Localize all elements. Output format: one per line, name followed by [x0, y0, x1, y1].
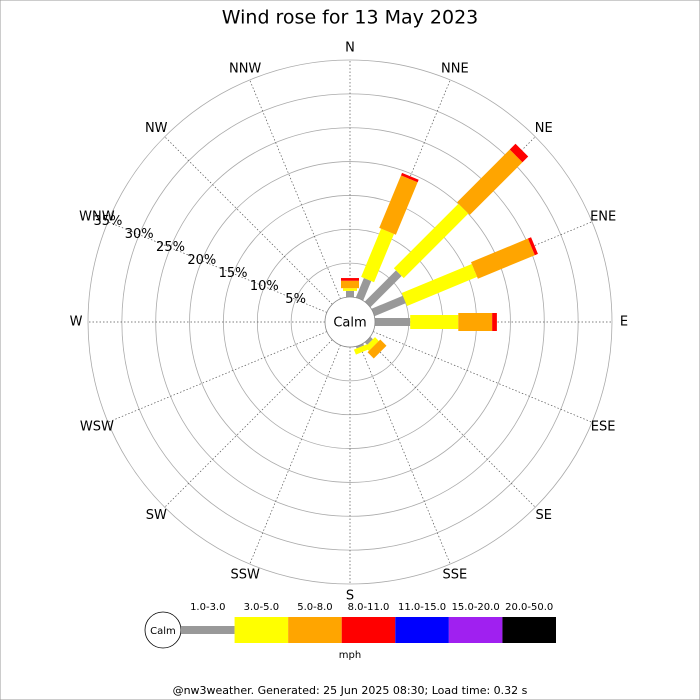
legend-label: 8.0-11.0 [348, 602, 390, 613]
direction-label: SW [146, 508, 167, 523]
bar-segment [355, 277, 372, 301]
bar-segment [341, 280, 359, 289]
legend-label: 3.0-5.0 [244, 602, 279, 613]
legend-swatch [341, 617, 396, 643]
calm-label: Calm [333, 316, 366, 331]
direction-label: SSW [230, 568, 260, 583]
r-tick-label: 30% [125, 227, 154, 242]
unit-label: mph [339, 650, 361, 661]
legend-swatch [502, 617, 556, 643]
bar-segment [361, 228, 395, 283]
bar-segment [457, 149, 523, 215]
legend-calm-label: Calm [150, 626, 176, 637]
legend-label: 15.0-20.0 [452, 602, 500, 613]
spoke [164, 136, 333, 305]
spoke [249, 344, 341, 565]
bar-segment [492, 313, 497, 331]
spoke [359, 344, 451, 565]
r-tick-label: 25% [156, 240, 185, 255]
bar-segment [364, 270, 402, 308]
direction-label: WNW [79, 210, 115, 225]
direction-label: NNE [441, 61, 469, 76]
direction-label: NW [145, 121, 168, 136]
bar-segment [364, 336, 373, 345]
direction-label: NE [535, 121, 553, 136]
bar-segment [367, 339, 387, 359]
bar-segment [379, 175, 418, 235]
direction-label: W [70, 315, 83, 330]
bar-segment [355, 343, 365, 349]
bar-segment [353, 344, 369, 355]
bar-segment [343, 288, 357, 291]
ring [87, 59, 613, 585]
chart-title: Wind rose for 13 May 2023 [222, 7, 479, 29]
bar-segment [509, 143, 529, 163]
legend-swatch [395, 617, 449, 643]
bar-segment [527, 237, 538, 256]
spoke [367, 339, 536, 508]
legend-swatch [181, 626, 235, 634]
legend-swatch [288, 617, 342, 643]
direction-label: NNW [229, 61, 261, 76]
legend-label: 20.0-50.0 [505, 602, 553, 613]
r-tick-label: 10% [250, 279, 279, 294]
legend-swatch [448, 617, 503, 643]
bar-segment [346, 290, 354, 297]
bar-segment [371, 295, 406, 317]
bar-segment [341, 278, 359, 281]
bar-segment [401, 172, 419, 183]
spoke [164, 339, 333, 508]
bar-segment [374, 318, 411, 326]
spoke [107, 221, 328, 313]
direction-label: SSE [442, 568, 467, 583]
direction-label: ENE [590, 210, 616, 225]
r-tick-label: 5% [285, 292, 306, 307]
direction-label: S [346, 589, 354, 604]
bar-segment [470, 238, 535, 279]
legend-label: 11.0-15.0 [398, 602, 446, 613]
legend-label: 1.0-3.0 [190, 602, 225, 613]
spoke [107, 331, 328, 423]
legend-label: 5.0-8.0 [297, 602, 332, 613]
direction-label: N [345, 41, 355, 56]
direction-label: SE [536, 508, 552, 523]
r-tick-label: 15% [219, 266, 248, 281]
bar-segment [458, 313, 493, 331]
bar-segment [365, 337, 379, 351]
bar-segment [410, 315, 459, 329]
footer: @nw3weather. Generated: 25 Jun 2025 08:3… [173, 684, 528, 697]
bar-segment [393, 203, 469, 279]
direction-label: WSW [80, 419, 114, 434]
spoke [249, 79, 341, 300]
r-tick-label: 35% [93, 214, 122, 229]
direction-label: E [620, 315, 628, 330]
r-tick-label: 20% [187, 253, 216, 268]
direction-label: ESE [591, 419, 616, 434]
legend-swatch [234, 617, 289, 643]
bar-segment [401, 263, 478, 306]
ring [189, 161, 511, 483]
spoke [372, 331, 593, 423]
calm-circle [324, 296, 376, 348]
